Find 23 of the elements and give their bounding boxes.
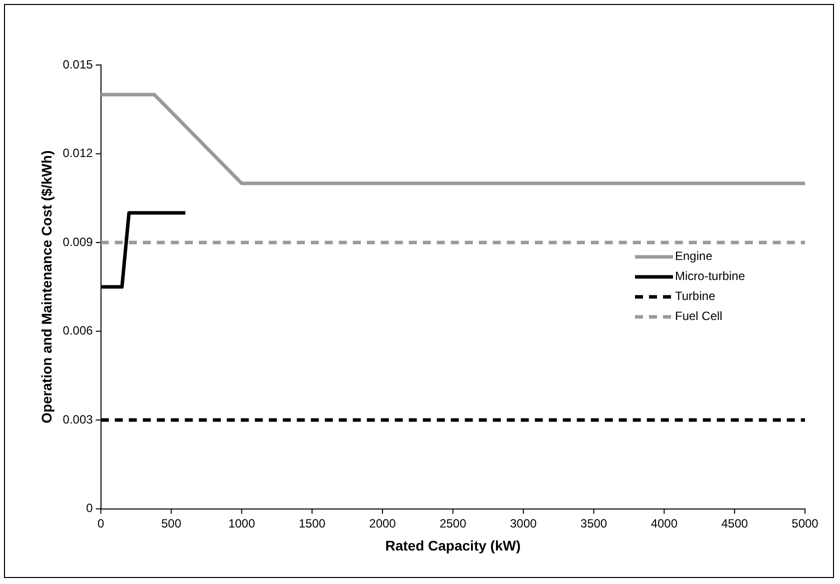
y-axis-title: Operation and Maintenance Cost ($/kWh) [38, 150, 54, 424]
y-tick-label: 0.006 [62, 324, 94, 338]
legend-label: Turbine [675, 289, 716, 304]
x-tick-label: 4000 [650, 516, 678, 530]
y-tick-label: 0.012 [62, 146, 94, 160]
x-tick-label: 2500 [440, 516, 467, 530]
x-tick-label: 5000 [792, 516, 819, 530]
x-tick-label: 3500 [580, 516, 608, 530]
legend-label: Fuel Cell [675, 309, 722, 324]
y-tick-label: 0.009 [62, 234, 94, 249]
x-tick-label: 2000 [369, 516, 396, 530]
x-tick-label: 3000 [510, 516, 537, 530]
x-tick-label: 4500 [721, 516, 748, 530]
y-tick-label: 0.015 [62, 57, 94, 72]
x-tick-label: 0 [97, 516, 104, 530]
y-tick-label: 0 [86, 501, 94, 516]
legend-label: Micro-turbine [675, 269, 746, 284]
y-tick-label: 0.003 [62, 412, 94, 426]
legend-label: Engine [675, 249, 713, 264]
x-tick-label: 1500 [298, 516, 326, 530]
x-tick-label: 1000 [228, 516, 256, 530]
x-axis-title: Rated Capacity (kW) [385, 537, 521, 554]
x-tick-label: 500 [161, 516, 182, 530]
